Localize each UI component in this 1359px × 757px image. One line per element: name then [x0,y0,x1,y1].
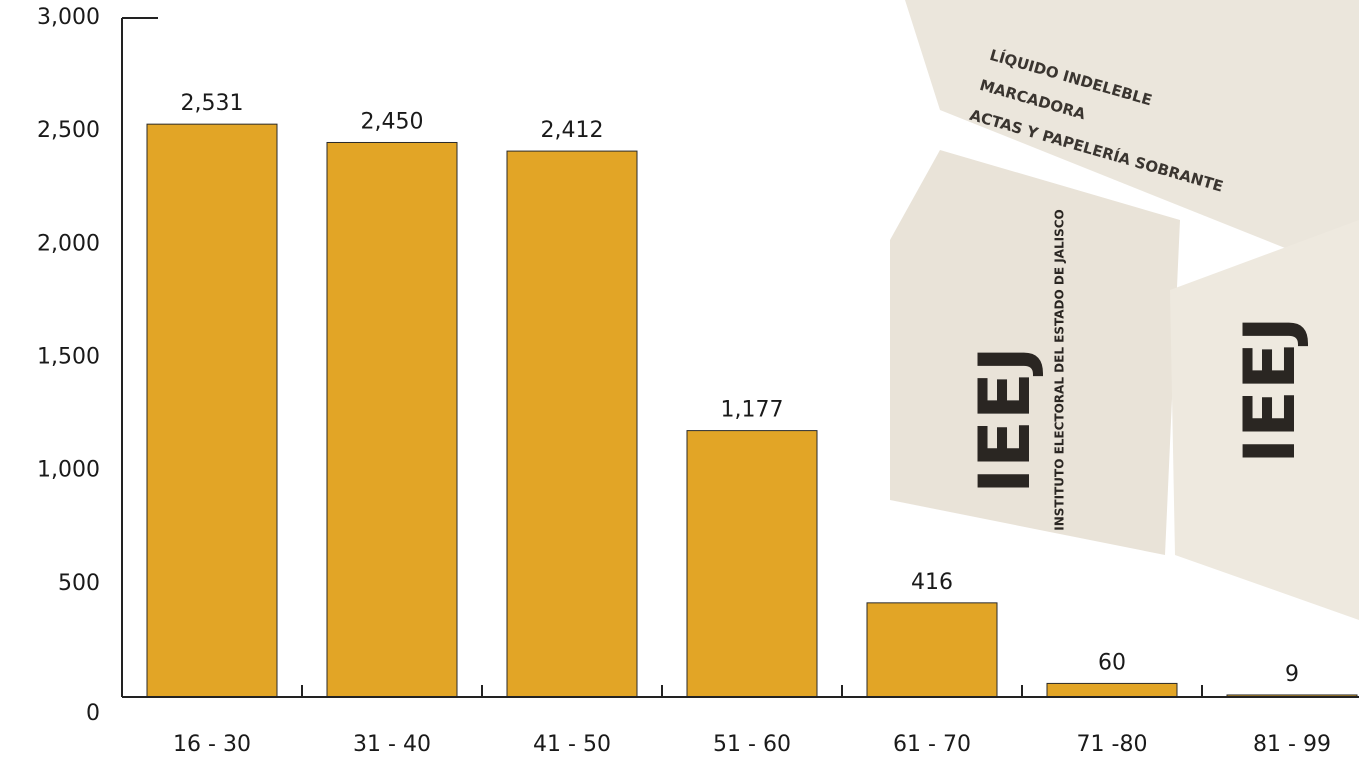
box [1170,220,1359,620]
x-tick-label: 71 -80 [1077,732,1148,757]
logo-text: INSTITUTO ELECTORAL DEL ESTADO DE JALISC… [1053,209,1067,530]
x-tick-label: 81 - 99 [1253,732,1331,757]
bar [1046,682,1178,698]
value-label: 9 [1285,662,1299,687]
value-label: 2,531 [181,91,244,116]
x-tick-label: 41 - 50 [533,732,611,757]
bar [866,602,998,698]
bar [506,150,638,698]
logo: IEEJ [964,346,1046,494]
x-tick-label: 61 - 70 [893,732,971,757]
y-tick-label: 500 [58,571,100,596]
x-tick-label: 31 - 40 [353,732,431,757]
value-label: 2,412 [541,118,604,143]
value-label: 2,450 [361,109,424,134]
x-tick-label: 16 - 30 [173,732,251,757]
y-tick-label: 1,000 [37,458,100,483]
y-tick-label: 2,000 [37,231,100,256]
bar [686,430,818,698]
value-label: 416 [911,570,953,595]
y-tick-label: 0 [86,701,100,726]
x-tick-label: 51 - 60 [713,732,791,757]
value-label: 60 [1098,650,1126,675]
y-tick-label: 3,000 [37,5,100,30]
value-label: 1,177 [721,398,784,423]
y-tick-label: 2,500 [37,118,100,143]
logo: IEEJ [1229,316,1311,464]
bar [146,123,278,698]
box [890,150,1180,555]
bar [326,141,458,698]
y-tick-label: 1,500 [37,345,100,370]
photo: LÍQUIDO INDELEBLE MARCADORA ACTAS Y PAPE… [890,0,1359,620]
box-lid [905,0,1359,300]
